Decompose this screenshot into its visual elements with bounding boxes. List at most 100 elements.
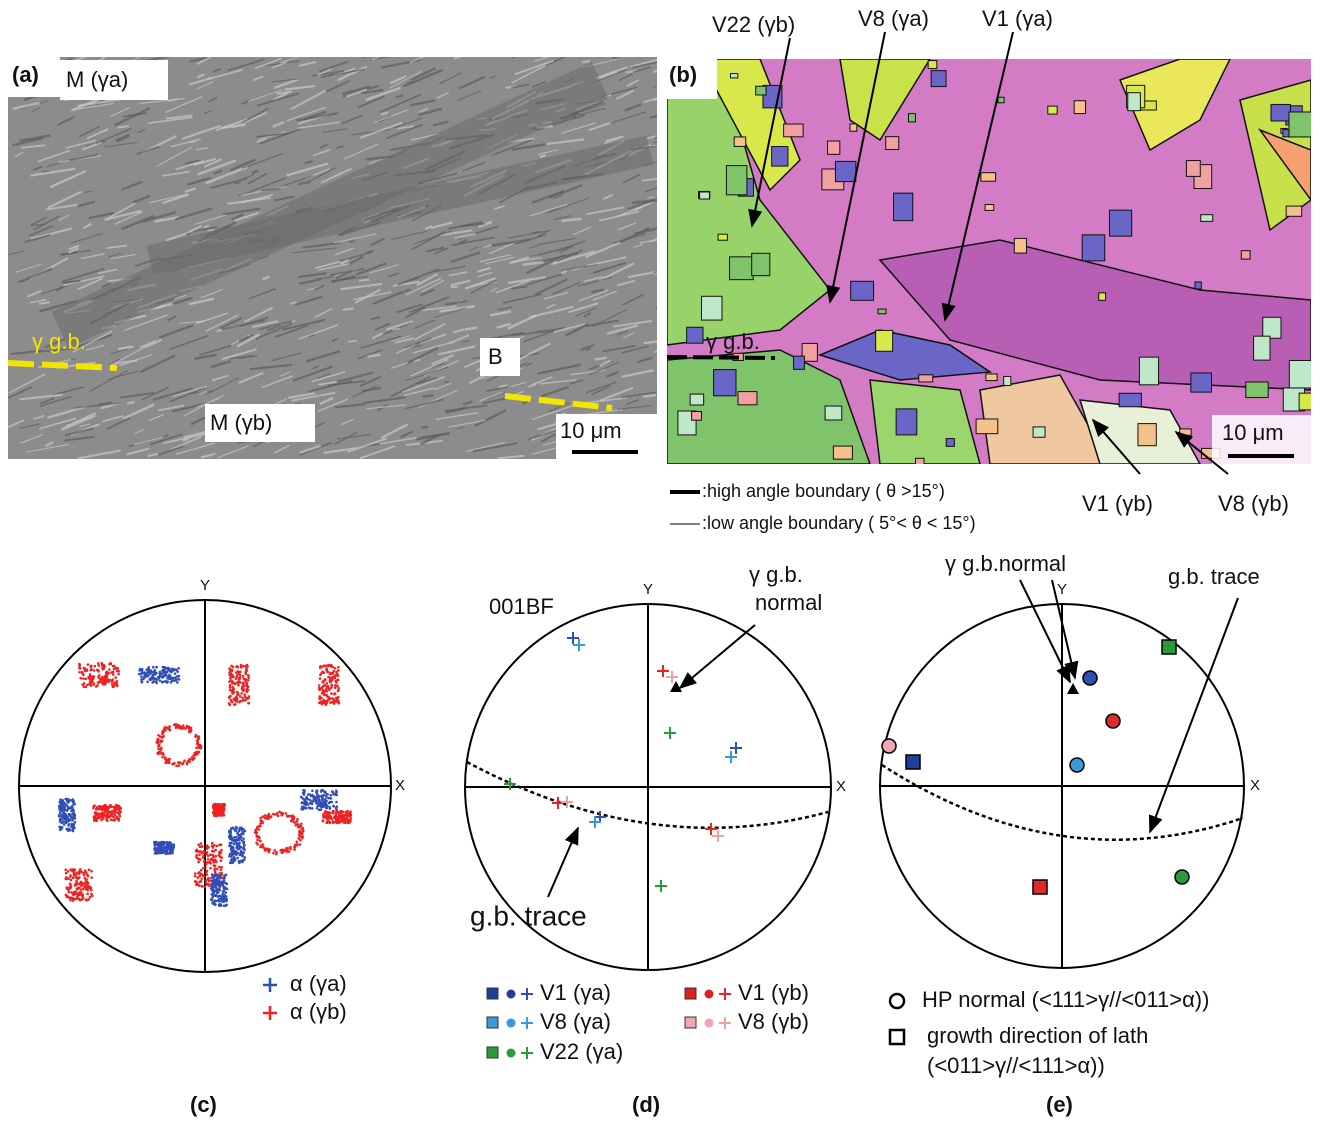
pole-point: [316, 789, 319, 792]
pole-figure: [19, 600, 391, 972]
pole-point: [202, 867, 205, 870]
pole-point: [203, 885, 206, 888]
pole-point: [259, 840, 262, 843]
legend-marker: [487, 1017, 498, 1028]
pole-point: [335, 801, 338, 804]
annotation: V8 (γb): [1218, 491, 1289, 516]
pole-point: [65, 886, 68, 889]
grain: [1195, 282, 1201, 289]
pole-point: [80, 888, 83, 891]
pole-point: [92, 683, 95, 686]
pole-point: [337, 687, 340, 690]
texture: [208, 230, 215, 231]
grain: [1299, 393, 1318, 410]
grain: [1082, 235, 1105, 261]
pole-point: [78, 666, 81, 669]
pole-point: [178, 675, 181, 678]
pole-point: [169, 675, 172, 678]
pole-point: [163, 666, 166, 669]
pole-point: [240, 666, 243, 669]
pole-point: [205, 879, 208, 882]
pole-point: [70, 879, 73, 882]
pole-point: [155, 682, 158, 685]
legend-text: V22 (γa): [540, 1039, 623, 1064]
grain: [1289, 112, 1313, 137]
pole-point: [108, 663, 111, 666]
pole-point: [237, 847, 240, 850]
grain: [794, 356, 805, 369]
pole-point: [231, 670, 234, 673]
pole-point: [160, 841, 163, 844]
annotation: γ g.b.: [749, 562, 803, 587]
pole-point: [194, 875, 197, 878]
pole-point: [242, 689, 245, 692]
pole-point: [321, 671, 324, 674]
pole-point: [211, 842, 214, 845]
pole-point: [335, 818, 338, 821]
pole-point: [328, 802, 331, 805]
pole-point: [293, 845, 296, 848]
axis-label: Y: [643, 581, 653, 598]
pole-point: [72, 798, 75, 801]
pole-point: [105, 805, 108, 808]
pole-point: [87, 663, 90, 666]
pole-point: [71, 805, 74, 808]
pole-point: [318, 684, 321, 687]
pole-marker: [1070, 758, 1084, 772]
pole-point: [248, 702, 251, 705]
pole-point: [144, 671, 147, 674]
pole-point: [197, 861, 200, 864]
pole-point: [214, 874, 217, 877]
pole-point: [171, 848, 174, 851]
pole-point: [71, 819, 74, 822]
pole-point: [211, 850, 214, 853]
pole-point: [218, 866, 221, 869]
gb-normal: [1067, 683, 1079, 694]
pole-point: [113, 816, 116, 819]
pole-point: [242, 837, 245, 840]
pole-point: [236, 665, 239, 668]
pole-point: [214, 903, 217, 906]
pole-point: [296, 818, 299, 821]
pole-point: [191, 758, 194, 761]
pole-point: [62, 821, 65, 824]
pole-point: [165, 847, 168, 850]
pole-point: [66, 809, 69, 812]
grain: [730, 257, 754, 280]
grain: [718, 234, 727, 240]
pole-point: [186, 761, 189, 764]
pole-marker: [1162, 640, 1176, 654]
pole-point: [182, 762, 185, 765]
pole-point: [81, 894, 84, 897]
pole-point: [207, 858, 210, 861]
pole-point: [222, 880, 225, 883]
pole-point: [195, 734, 198, 737]
legend-marker: [507, 1019, 516, 1028]
pole-point: [332, 793, 335, 796]
pole-point: [229, 853, 232, 856]
pole-point: [158, 676, 161, 679]
pole-point: [73, 891, 76, 894]
pole-point: [88, 683, 91, 686]
pole-point: [74, 882, 77, 885]
pole-point: [311, 790, 314, 793]
pole-point: [112, 665, 115, 668]
pole-point: [329, 822, 332, 825]
pole-point: [174, 672, 177, 675]
pole-point: [237, 684, 240, 687]
texture: [595, 358, 606, 360]
pole-point: [83, 877, 86, 880]
pole-point: [68, 823, 71, 826]
pole-point: [68, 896, 71, 899]
annotation: normal: [755, 590, 822, 615]
pole-point: [110, 811, 113, 814]
pole-point: [245, 673, 248, 676]
pole-point: [243, 858, 246, 861]
pole-point: [264, 814, 267, 817]
pole-point: [198, 875, 201, 878]
pole-point: [85, 888, 88, 891]
pole-point: [235, 836, 238, 839]
pole-point: [220, 814, 223, 817]
grain: [702, 296, 722, 320]
pole-point: [100, 806, 103, 809]
